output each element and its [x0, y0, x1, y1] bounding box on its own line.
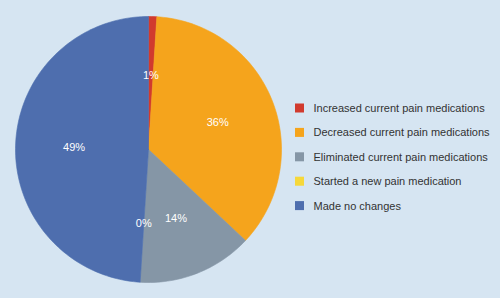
svg-text:0%: 0% — [136, 217, 152, 229]
svg-text:Decreased current pain medicat: Decreased current pain medications — [314, 126, 491, 138]
svg-text:1%: 1% — [143, 69, 159, 81]
svg-text:Eliminated current pain medica: Eliminated current pain medications — [314, 151, 489, 163]
svg-text:Made no changes: Made no changes — [314, 200, 402, 212]
svg-text:Started a new pain medication: Started a new pain medication — [314, 175, 462, 187]
svg-text:49%: 49% — [63, 141, 85, 153]
svg-text:Increased current pain medicat: Increased current pain medications — [314, 102, 486, 114]
svg-text:36%: 36% — [207, 116, 229, 128]
svg-text:14%: 14% — [165, 212, 187, 224]
